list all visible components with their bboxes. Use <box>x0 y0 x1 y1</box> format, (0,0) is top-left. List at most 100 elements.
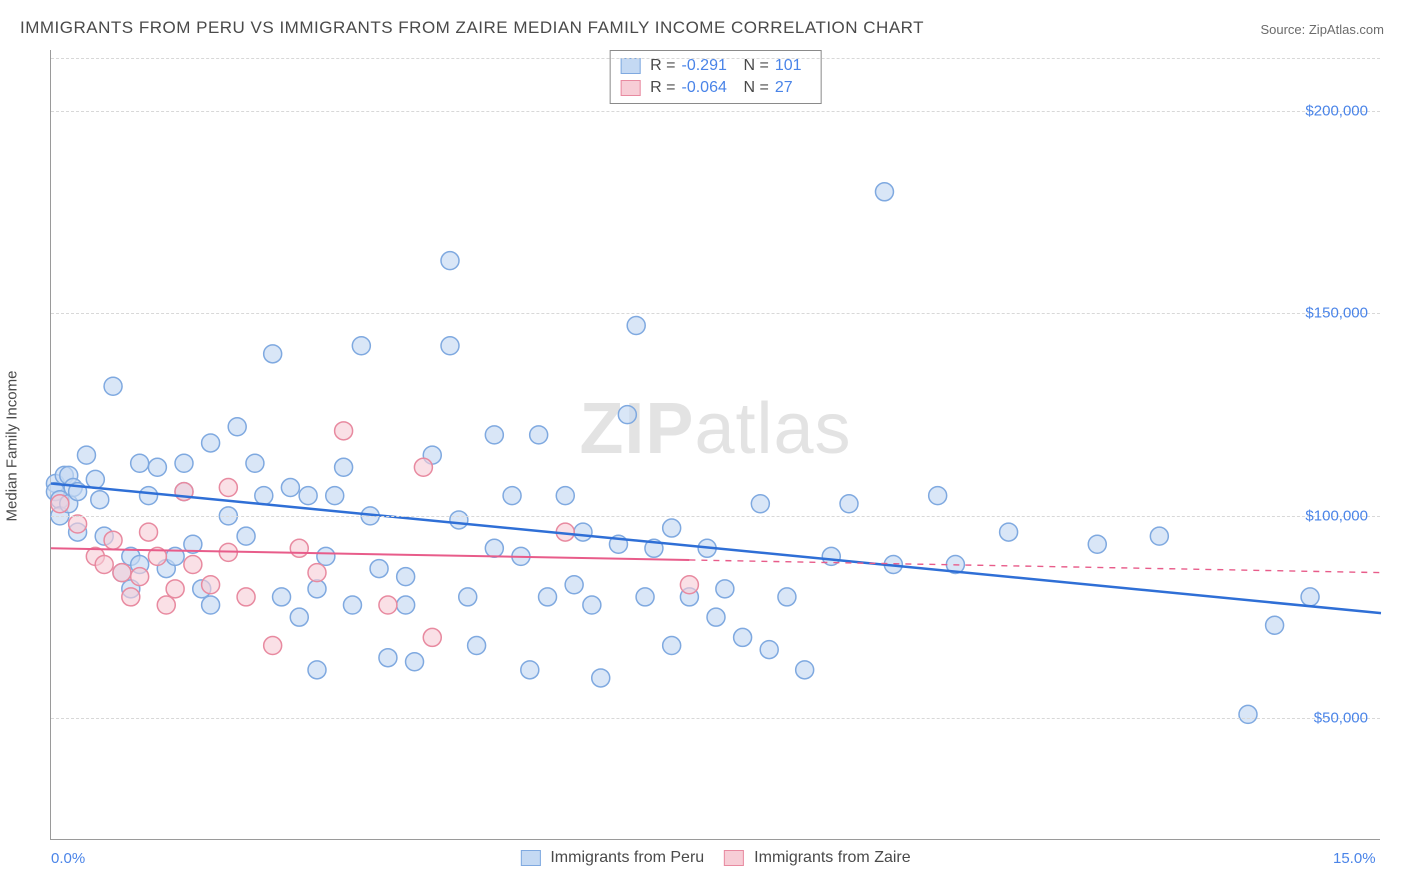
data-point <box>281 479 299 497</box>
data-point <box>1000 523 1018 541</box>
data-point <box>459 588 477 606</box>
legend-label: Immigrants from Peru <box>550 849 704 867</box>
data-point <box>592 669 610 687</box>
data-point <box>202 434 220 452</box>
series-swatch <box>620 58 640 74</box>
data-point <box>255 487 273 505</box>
x-tick-label: 0.0% <box>51 850 85 867</box>
data-point <box>929 487 947 505</box>
data-point <box>184 556 202 574</box>
data-point <box>264 637 282 655</box>
data-point <box>86 470 104 488</box>
legend-swatch <box>520 850 540 866</box>
data-point <box>627 316 645 334</box>
data-point <box>840 495 858 513</box>
source-name: ZipAtlas.com <box>1309 22 1384 37</box>
legend-swatch <box>724 850 744 866</box>
data-point <box>680 576 698 594</box>
data-point <box>663 519 681 537</box>
data-point <box>450 511 468 529</box>
data-point <box>122 588 140 606</box>
y-axis-label: Median Family Income <box>4 371 21 522</box>
data-point <box>290 608 308 626</box>
legend-item: Immigrants from Peru <box>520 849 704 867</box>
data-point <box>530 426 548 444</box>
r-value: -0.064 <box>682 77 738 99</box>
data-point <box>335 422 353 440</box>
stats-row: R =-0.064N =27 <box>620 77 811 99</box>
data-point <box>734 628 752 646</box>
data-point <box>77 446 95 464</box>
data-point <box>574 523 592 541</box>
data-point <box>406 653 424 671</box>
data-point <box>521 661 539 679</box>
grid-line <box>51 58 1380 59</box>
data-point <box>246 454 264 472</box>
n-value: 27 <box>775 77 811 99</box>
data-point <box>485 539 503 557</box>
data-point <box>131 454 149 472</box>
data-point <box>202 576 220 594</box>
data-point <box>875 183 893 201</box>
data-point <box>583 596 601 614</box>
data-point <box>468 637 486 655</box>
source-label: Source: <box>1260 22 1308 37</box>
data-point <box>308 564 326 582</box>
data-point <box>228 418 246 436</box>
data-point <box>237 588 255 606</box>
data-point <box>95 556 113 574</box>
chart-title: IMMIGRANTS FROM PERU VS IMMIGRANTS FROM … <box>20 18 924 38</box>
data-point <box>707 608 725 626</box>
data-point <box>335 458 353 476</box>
data-point <box>663 637 681 655</box>
data-point <box>778 588 796 606</box>
data-point <box>441 252 459 270</box>
grid-line <box>51 516 1380 517</box>
legend-item: Immigrants from Zaire <box>724 849 910 867</box>
data-point <box>343 596 361 614</box>
data-point <box>760 641 778 659</box>
series-swatch <box>620 80 640 96</box>
data-point <box>716 580 734 598</box>
data-point <box>131 568 149 586</box>
data-point <box>397 596 415 614</box>
data-point <box>1301 588 1319 606</box>
data-point <box>441 337 459 355</box>
data-point <box>397 568 415 586</box>
data-point <box>796 661 814 679</box>
data-point <box>237 527 255 545</box>
data-point <box>166 580 184 598</box>
source-attribution: Source: ZipAtlas.com <box>1260 22 1384 37</box>
data-point <box>379 649 397 667</box>
y-tick-label: $100,000 <box>1305 507 1368 524</box>
data-point <box>370 560 388 578</box>
data-point <box>308 580 326 598</box>
grid-line <box>51 111 1380 112</box>
data-point <box>219 479 237 497</box>
data-point <box>485 426 503 444</box>
data-point <box>618 406 636 424</box>
data-point <box>264 345 282 363</box>
data-point <box>104 531 122 549</box>
data-point <box>1266 616 1284 634</box>
data-point <box>636 588 654 606</box>
data-point <box>290 539 308 557</box>
data-point <box>299 487 317 505</box>
data-point <box>157 596 175 614</box>
data-point <box>1239 705 1257 723</box>
grid-line <box>51 313 1380 314</box>
data-point <box>140 487 158 505</box>
data-point <box>1088 535 1106 553</box>
y-tick-label: $150,000 <box>1305 305 1368 322</box>
data-point <box>751 495 769 513</box>
data-point <box>91 491 109 509</box>
data-point <box>503 487 521 505</box>
data-point <box>140 523 158 541</box>
trend-line-dashed <box>689 560 1381 573</box>
data-point <box>379 596 397 614</box>
plot-area: ZIPatlas R =-0.291N =101R =-0.064N =27 I… <box>50 50 1380 840</box>
data-point <box>352 337 370 355</box>
x-tick-label: 15.0% <box>1333 850 1376 867</box>
n-label: N = <box>744 77 769 99</box>
data-point <box>202 596 220 614</box>
